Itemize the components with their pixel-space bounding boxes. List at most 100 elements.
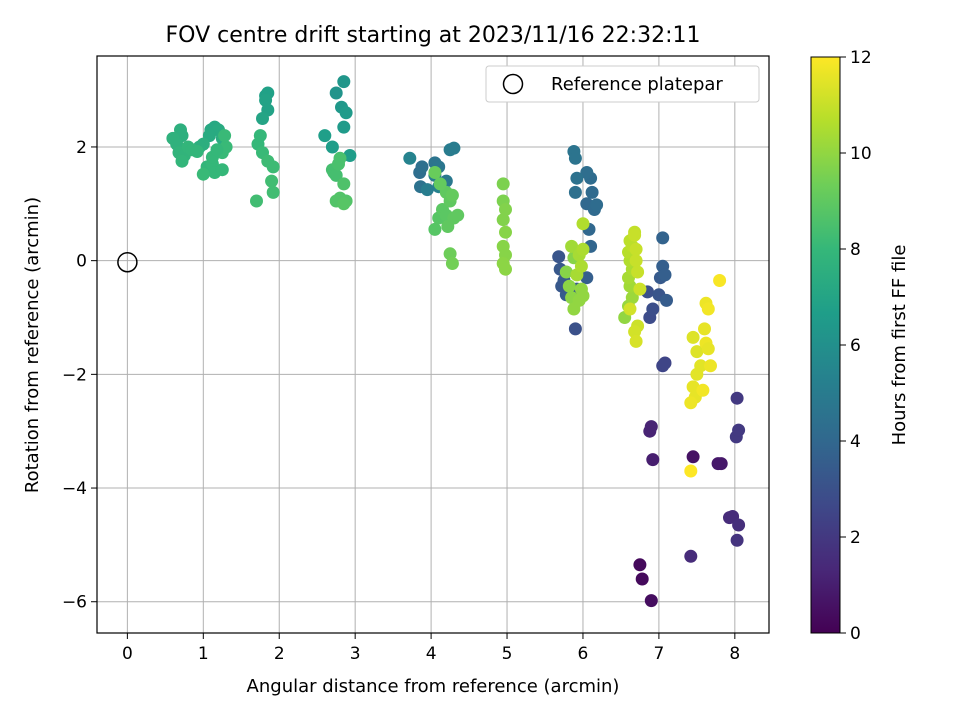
colorbar-tick-label: 8 — [850, 240, 861, 260]
data-point — [451, 208, 465, 222]
data-point — [635, 572, 649, 586]
data-point — [631, 265, 645, 279]
data-point — [215, 163, 229, 177]
data-point — [266, 160, 280, 174]
data-point — [646, 453, 660, 467]
data-point — [337, 177, 351, 191]
data-point — [686, 450, 700, 464]
data-point — [428, 166, 442, 179]
colorbar-tick-label: 2 — [850, 528, 861, 548]
data-point — [445, 257, 459, 270]
data-point — [496, 177, 510, 191]
data-point — [590, 198, 604, 212]
data-point — [580, 271, 594, 285]
data-point — [499, 225, 512, 239]
data-point — [318, 129, 332, 143]
y-tick-label: −2 — [62, 365, 87, 385]
data-point — [253, 129, 267, 143]
colorbar-label: Hours from first FF file — [889, 245, 910, 446]
data-point — [696, 383, 710, 397]
data-point — [684, 396, 698, 410]
data-point — [660, 293, 673, 307]
data-point — [496, 213, 510, 227]
data-point — [433, 177, 447, 191]
colorbar-tick-label: 4 — [850, 432, 861, 452]
data-point — [704, 359, 717, 373]
data-points — [166, 75, 746, 608]
data-point — [256, 112, 269, 125]
data-point — [644, 594, 658, 608]
data-point — [629, 242, 643, 256]
data-point — [690, 345, 704, 359]
y-tick-label: 2 — [76, 138, 87, 158]
data-point — [698, 322, 711, 336]
data-point — [623, 302, 637, 316]
data-point — [218, 129, 232, 143]
x-axis-label: Angular distance from reference (arcmin) — [247, 676, 620, 697]
legend-entry: Reference platepar — [551, 74, 723, 95]
data-point — [337, 75, 351, 89]
y-tick-label: 0 — [76, 252, 87, 272]
data-point — [337, 197, 351, 211]
x-tick-label: 1 — [198, 644, 209, 664]
colorbar-tick-label: 0 — [850, 624, 861, 644]
data-point — [646, 302, 660, 316]
legend-box — [485, 65, 760, 103]
data-point — [658, 268, 672, 282]
data-point — [403, 151, 417, 165]
data-point — [266, 185, 280, 199]
data-point — [445, 188, 459, 202]
data-point — [568, 185, 582, 199]
x-tick-label: 8 — [729, 644, 740, 664]
data-point — [499, 262, 512, 276]
grid-lines — [97, 56, 769, 633]
data-point — [629, 254, 643, 268]
data-point — [175, 154, 189, 168]
colorbar: 0 2 4 6 8 10 12 Hours from first FF file — [810, 48, 910, 644]
data-point — [259, 93, 273, 107]
y-axis-label: Rotation from reference (arcmin) — [22, 197, 43, 493]
data-point — [658, 356, 672, 370]
data-point — [210, 143, 224, 157]
data-point — [447, 141, 461, 155]
x-tick-label: 0 — [122, 644, 133, 664]
data-point — [265, 174, 279, 188]
x-tick-label: 5 — [502, 644, 513, 664]
data-point — [684, 549, 698, 563]
data-point — [628, 228, 642, 242]
data-point — [196, 167, 210, 181]
data-point — [576, 289, 590, 303]
data-point — [629, 334, 643, 348]
x-axis-ticks: 0 1 2 3 4 5 6 7 8 — [122, 633, 740, 664]
data-point — [628, 325, 642, 339]
y-tick-label: −4 — [62, 479, 87, 499]
data-point — [420, 183, 434, 197]
data-point — [443, 247, 457, 261]
data-point — [730, 391, 744, 405]
data-point — [633, 282, 647, 296]
legend: Reference platepar — [485, 65, 760, 103]
colorbar-tick-label: 6 — [850, 336, 861, 356]
data-point — [580, 166, 594, 179]
data-point — [339, 106, 353, 120]
data-point — [568, 322, 582, 336]
data-point — [415, 160, 429, 174]
x-tick-label: 3 — [350, 644, 361, 664]
legend-marker-icon — [502, 73, 524, 95]
x-tick-label: 2 — [274, 644, 285, 664]
data-point — [343, 149, 357, 162]
data-point — [574, 259, 588, 273]
data-point — [428, 222, 442, 236]
data-point — [190, 145, 204, 158]
data-point — [585, 185, 599, 199]
plot-frame — [96, 55, 770, 634]
data-point — [690, 367, 704, 381]
data-point — [552, 250, 566, 264]
data-point — [325, 140, 339, 154]
x-tick-label: 4 — [426, 644, 437, 664]
data-point — [337, 120, 351, 134]
data-point — [562, 279, 576, 293]
data-point — [576, 242, 590, 256]
data-point — [656, 231, 670, 245]
